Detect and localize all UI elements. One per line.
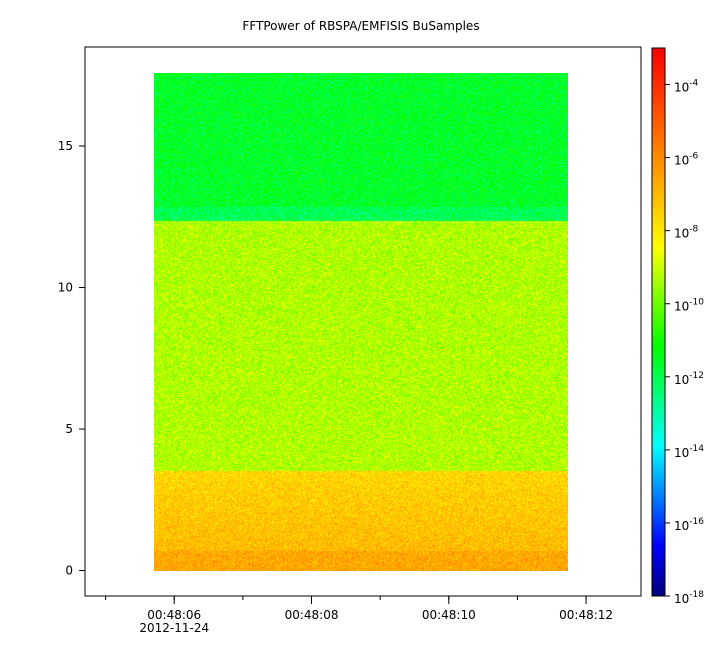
- chart-title: FFTPower of RBSPA/EMFISIS BuSamples: [242, 19, 479, 33]
- colorbar-tick-label: 10-16: [674, 517, 704, 533]
- colorbar-tick-label: 10-4: [674, 79, 699, 95]
- colorbar-axis: 10-4 10-6 10-8 10-10 10-12 10-14 10-16 10-18: [665, 79, 704, 606]
- colorbar-tick-label: 10-18: [674, 590, 704, 606]
- x-tick-label: 00:48:10: [422, 608, 476, 622]
- colorbar-frame: [651, 47, 666, 597]
- colorbar-tick-label: 10-12: [674, 371, 704, 387]
- colorbar-tick-label: 10-14: [674, 444, 704, 460]
- colorbar-tick-label: 10-6: [674, 152, 699, 168]
- y-tick-label: 5: [65, 422, 73, 436]
- colorbar-tick-label: 10-8: [674, 225, 699, 241]
- x-tick-label: 00:48:08: [285, 608, 339, 622]
- y-tick-label: 10: [58, 281, 73, 295]
- y-axis: 0 5 10 15: [58, 139, 85, 578]
- y-tick-label: 15: [58, 139, 73, 153]
- x-tick-label: 00:48:12: [559, 608, 613, 622]
- colorbar: [652, 48, 665, 596]
- colorbar-tick-label: 10-10: [674, 298, 704, 314]
- x-tick-label: 00:48:06: [147, 608, 201, 622]
- y-tick-label: 0: [65, 564, 73, 578]
- spectrogram-area: [154, 73, 568, 571]
- x-date-label: 2012-11-24: [139, 621, 209, 635]
